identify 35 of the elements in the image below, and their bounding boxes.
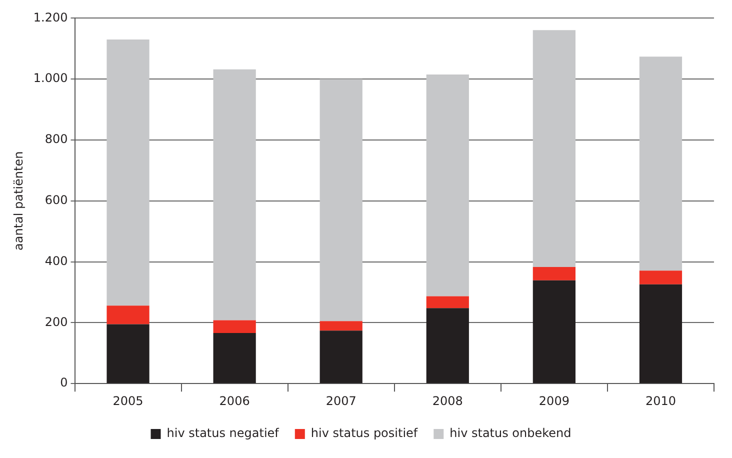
bar <box>213 69 256 320</box>
x-tick-label: 2008 <box>432 394 463 408</box>
bar <box>213 333 256 384</box>
bar <box>320 330 362 384</box>
bar <box>213 320 256 334</box>
y-tick-label: 400 <box>44 254 68 268</box>
x-tick-label: 2005 <box>112 394 144 408</box>
bar <box>320 79 362 322</box>
y-tick-label: 800 <box>44 132 68 146</box>
bar <box>532 30 576 267</box>
x-tick-label: 2010 <box>645 394 676 408</box>
bar <box>426 74 469 296</box>
y-tick-label: 1.200 <box>33 10 68 24</box>
y-tick-label: 600 <box>44 193 68 208</box>
bar <box>639 284 682 384</box>
y-tick-label: 200 <box>44 314 68 329</box>
y-tick-label: 1.000 <box>33 71 68 86</box>
x-tick-label: 2006 <box>219 394 250 408</box>
y-tick-label: 0 <box>60 376 68 390</box>
x-tick-label: 2009 <box>538 394 570 408</box>
bar <box>639 270 682 284</box>
x-tick-label: 2007 <box>326 394 356 408</box>
bar <box>639 56 682 271</box>
y-axis-title: aantal patiënten <box>11 151 26 251</box>
legend-label: hiv status onbekend <box>450 426 572 440</box>
bar <box>532 280 576 384</box>
legend-label: hiv status negatief <box>166 426 280 440</box>
bar <box>106 324 150 384</box>
bar <box>320 321 362 331</box>
bar <box>106 40 150 306</box>
legend-label: hiv status positief <box>310 426 418 440</box>
bar <box>106 306 150 324</box>
bar <box>426 308 469 384</box>
bar <box>426 296 469 308</box>
bar <box>532 266 576 280</box>
